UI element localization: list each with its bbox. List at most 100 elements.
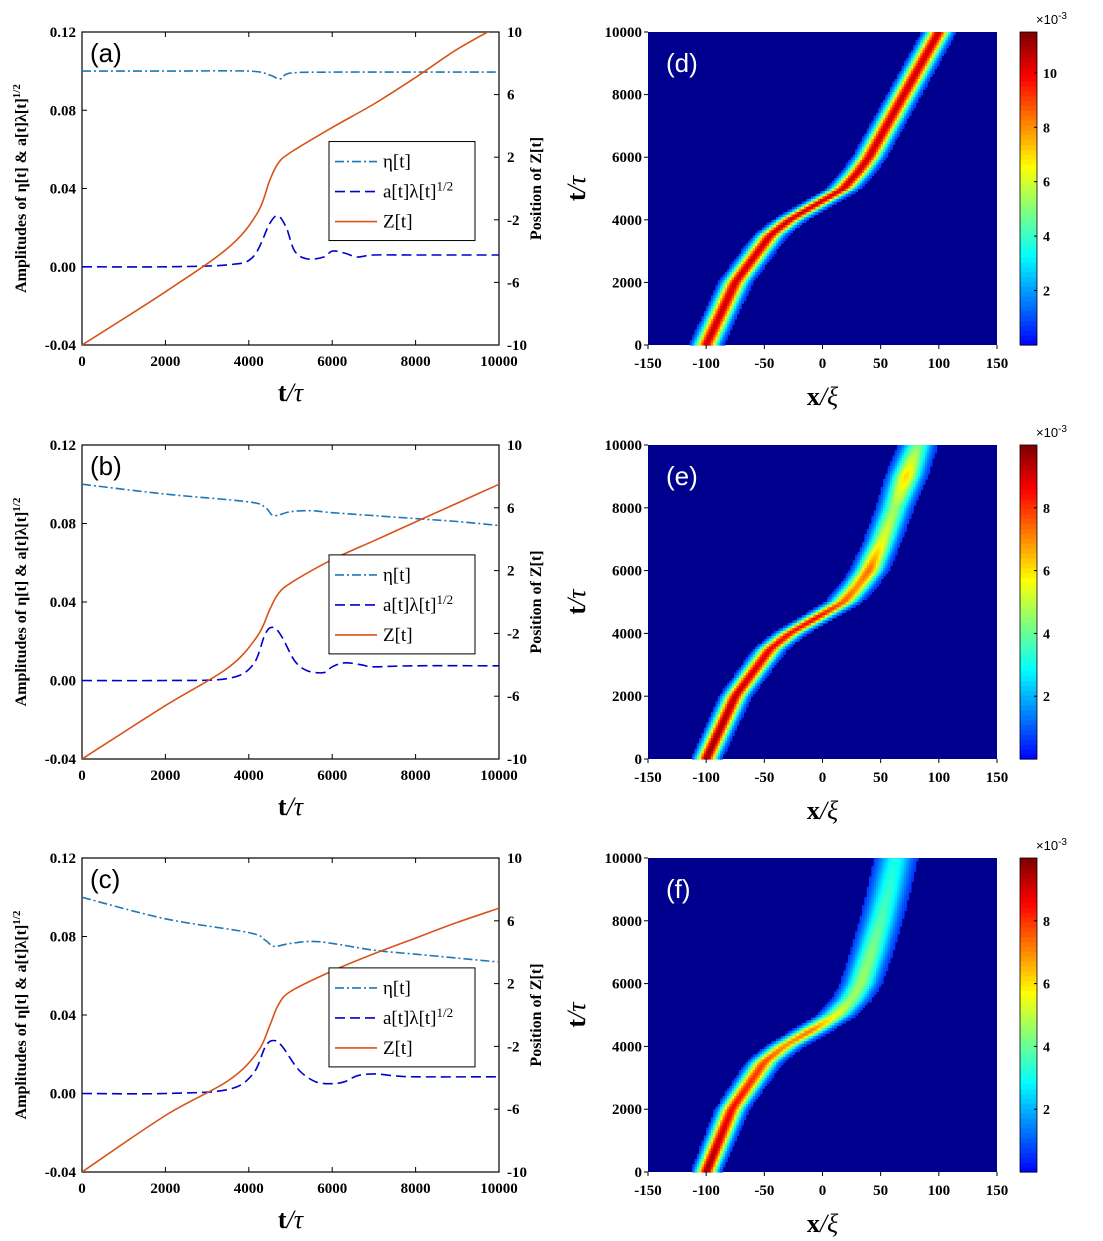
heatmap-cell xyxy=(941,39,945,44)
heatmap-cell xyxy=(745,287,749,291)
heatmap-cell xyxy=(720,714,724,718)
heatmap-cell xyxy=(729,308,733,312)
heatmap-cell xyxy=(768,656,772,661)
heatmap-cell xyxy=(862,183,865,187)
heatmap-cell xyxy=(878,926,882,930)
heatmap-cell xyxy=(722,732,726,737)
heatmap-cell xyxy=(738,680,742,684)
heatmap-cell xyxy=(913,65,917,70)
heatmap-cell xyxy=(755,670,758,674)
heatmap-cell xyxy=(766,641,770,645)
heatmap-cell xyxy=(882,907,886,911)
heatmap-cell xyxy=(852,939,856,943)
heatmap-cell xyxy=(894,486,898,491)
heatmap-cell xyxy=(706,730,710,734)
heatmap-cell xyxy=(866,586,870,590)
heatmap-cell xyxy=(845,178,849,182)
heatmap-cell xyxy=(892,118,896,122)
heatmap-cell xyxy=(831,599,835,603)
heatmap-cell xyxy=(796,217,800,221)
heatmap-cell xyxy=(899,858,903,862)
heatmap-cell xyxy=(878,513,882,517)
heatmap-cell xyxy=(880,965,884,969)
heatmap-cell xyxy=(892,99,896,104)
heatmap-cell xyxy=(876,533,879,538)
heatmap-cell xyxy=(731,271,735,276)
heatmap-cell xyxy=(873,575,877,580)
heatmap-cell xyxy=(906,99,910,104)
heatmap-cell xyxy=(855,952,858,956)
heatmap-cell xyxy=(741,261,744,265)
heatmap-cell xyxy=(876,560,879,564)
heatmap-cell xyxy=(929,445,933,449)
x-tick-label: -50 xyxy=(754,770,774,786)
heatmap-cell xyxy=(896,476,900,480)
x-tick-label: 0 xyxy=(78,768,86,784)
colorbar-segment xyxy=(1020,636,1037,642)
heatmap-cell xyxy=(917,455,921,459)
heatmap-cell xyxy=(927,447,931,451)
heatmap-cell xyxy=(862,136,865,140)
heatmap-cell xyxy=(862,949,865,953)
heatmap-cell xyxy=(896,452,900,457)
heatmap-cell xyxy=(838,198,842,203)
heatmap-cell xyxy=(824,615,828,619)
heatmap-cell xyxy=(906,494,910,498)
heatmap-cell xyxy=(771,659,775,663)
heatmap-cell xyxy=(899,499,903,504)
colorbar-segment xyxy=(1020,641,1037,647)
heatmap-cell xyxy=(878,128,882,132)
heatmap-cell xyxy=(843,586,847,590)
heatmap-cell xyxy=(889,141,893,145)
heatmap-cell xyxy=(887,128,891,132)
heatmap-cell xyxy=(736,696,740,700)
heatmap-cell xyxy=(855,562,858,566)
heatmap-cell xyxy=(899,918,903,922)
colorbar-segment xyxy=(1020,548,1037,554)
heatmap-cell xyxy=(887,565,891,569)
heatmap-cell xyxy=(896,539,900,543)
heatmap-cell xyxy=(750,670,754,674)
heatmap-cell xyxy=(755,240,758,244)
heatmap-cell xyxy=(752,662,756,666)
heatmap-cell xyxy=(834,198,838,203)
heatmap-cell xyxy=(724,329,728,333)
heatmap-cell xyxy=(876,136,879,140)
heatmap-cell xyxy=(876,133,879,137)
heatmap-cell xyxy=(903,871,907,875)
panel-label: (b) xyxy=(90,451,122,481)
heatmap-cell xyxy=(873,975,877,979)
heatmap-cell xyxy=(899,463,903,467)
heatmap-cell xyxy=(766,646,770,650)
heatmap-cell xyxy=(880,878,884,883)
heatmap-cell xyxy=(731,308,735,312)
heatmap-cell xyxy=(731,277,735,281)
series-line-solid xyxy=(82,907,499,1172)
y-left-tick-label: 0.04 xyxy=(50,595,77,611)
colorbar-segment xyxy=(1020,46,1037,53)
heatmap-cell xyxy=(896,91,900,96)
heatmap-cell xyxy=(710,753,714,757)
heatmap-cell xyxy=(889,952,893,956)
legend-entry-sup: 1/2 xyxy=(437,1004,454,1019)
heatmap-cell xyxy=(841,178,845,182)
heatmap-cell xyxy=(871,583,875,587)
heatmap-cell xyxy=(850,165,854,169)
heatmap-cell xyxy=(878,146,882,150)
heatmap-cell xyxy=(736,305,740,310)
heatmap-cell xyxy=(794,214,798,218)
heatmap-cell xyxy=(908,881,912,885)
heatmap-cell xyxy=(857,154,861,158)
heatmap-cell xyxy=(834,188,838,192)
heatmap-cell xyxy=(827,201,831,205)
heatmap-cell xyxy=(773,243,777,247)
heatmap-cell xyxy=(901,102,905,106)
heatmap-cell xyxy=(820,204,824,208)
heatmap-cell xyxy=(862,159,865,164)
heatmap-cell xyxy=(876,912,879,917)
heatmap-cell xyxy=(771,636,775,640)
heatmap-cell xyxy=(913,97,917,101)
heatmap-cell xyxy=(906,471,910,475)
colorbar-segment xyxy=(1020,124,1037,131)
heatmap-cell xyxy=(715,329,719,333)
